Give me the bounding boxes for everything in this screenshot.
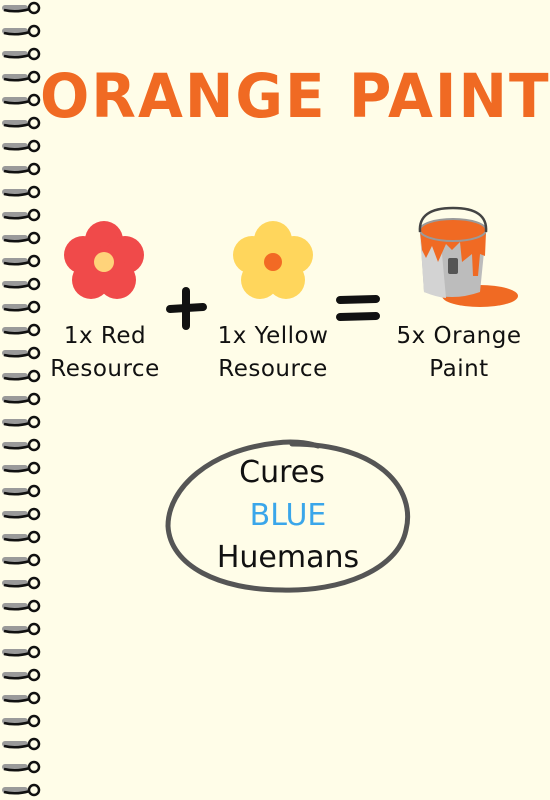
- spiral-ring: [2, 346, 41, 360]
- result-label: 5x Orange Paint: [374, 320, 544, 386]
- yellow-flower-icon: [233, 221, 313, 299]
- spiral-ring: [2, 622, 41, 636]
- spiral-ring: [2, 254, 41, 268]
- effect-line-huemans: Huemans: [216, 540, 360, 575]
- spiral-ring: [2, 185, 41, 199]
- spiral-ring: [2, 300, 41, 314]
- plus-sign: [166, 287, 207, 330]
- spiral-ring: [2, 691, 41, 705]
- page-title: ORANGE PAINT: [40, 60, 550, 132]
- spiral-ring: [2, 438, 41, 452]
- spiral-ring: [2, 668, 41, 682]
- equals-sign: [336, 295, 380, 321]
- spiral-ring: [2, 599, 41, 613]
- spiral-ring: [2, 461, 41, 475]
- ingredient1-quantity: 1x Red: [63, 323, 147, 349]
- effect-line-blue: BLUE: [249, 498, 327, 533]
- spiral-ring: [2, 530, 41, 544]
- ingredient2-label: 1x Yellow Resource: [188, 320, 358, 386]
- spiral-ring: [2, 162, 41, 176]
- effect-line-cures: Cures: [239, 455, 325, 490]
- spiral-ring: [2, 507, 41, 521]
- spiral-ring: [2, 484, 41, 498]
- spiral-ring: [2, 553, 41, 567]
- ingredient2-quantity: 1x Yellow: [217, 323, 329, 349]
- spiral-ring: [2, 576, 41, 590]
- spiral-ring: [2, 392, 41, 406]
- spiral-ring: [2, 737, 41, 751]
- spiral-ring: [2, 714, 41, 728]
- ingredient1-name: Resource: [50, 356, 160, 382]
- spiral-ring: [2, 369, 41, 383]
- spiral-ring: [2, 208, 41, 222]
- spiral-ring: [2, 645, 41, 659]
- oval-outline: [165, 439, 410, 593]
- spiral-ring: [2, 415, 41, 429]
- spiral-ring: [2, 277, 41, 291]
- red-flower-icon: [64, 221, 144, 299]
- spiral-ring: [2, 783, 41, 797]
- spiral-ring: [2, 93, 41, 107]
- spiral-ring: [2, 47, 41, 61]
- spiral-ring: [2, 116, 41, 130]
- spiral-ring: [2, 139, 41, 153]
- spiral-ring: [2, 1, 41, 15]
- ingredient1-label: 1x Red Resource: [20, 320, 190, 386]
- spiral-binding: [2, 1, 41, 797]
- result-quantity: 5x Orange: [396, 323, 522, 349]
- ingredient2-name: Resource: [218, 356, 328, 382]
- result-name: Paint: [429, 356, 489, 382]
- spiral-ring: [2, 231, 41, 245]
- spiral-ring: [2, 323, 41, 337]
- spiral-ring: [2, 760, 41, 774]
- spiral-ring: [2, 24, 41, 38]
- paint-bucket-icon: [418, 206, 518, 307]
- spiral-ring: [2, 70, 41, 84]
